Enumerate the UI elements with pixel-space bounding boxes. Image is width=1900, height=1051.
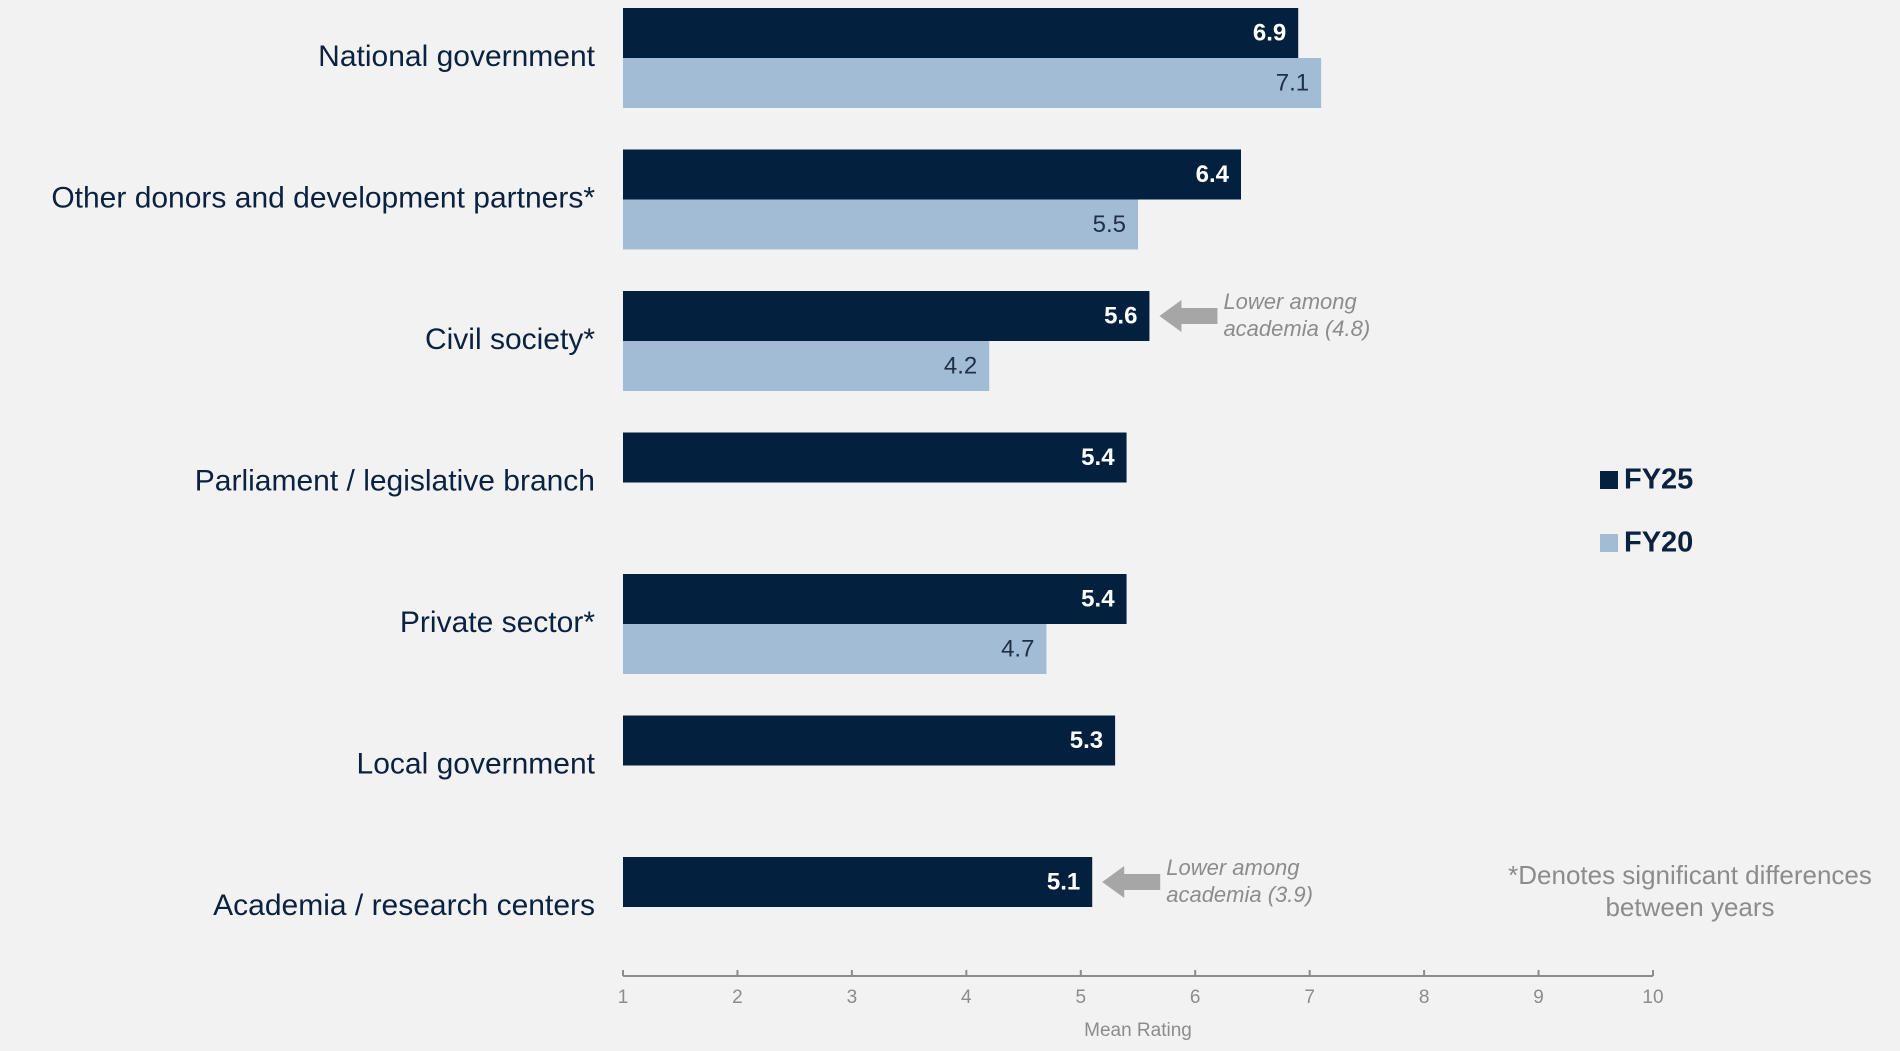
x-tick-label: 2: [732, 987, 743, 1008]
bar-fy25: [623, 432, 1127, 483]
data-label-fy20: 7.1: [1276, 69, 1309, 96]
data-label-fy25: 6.9: [1253, 19, 1286, 46]
category-label: Local government: [357, 747, 596, 780]
category-label: Academia / research centers: [213, 889, 595, 922]
category-label: Parliament / legislative branch: [195, 464, 595, 497]
annotation-text: academia (3.9): [1166, 882, 1313, 907]
footnote-text: *Denotes significant differences: [1508, 860, 1872, 890]
bar-fy25: [623, 857, 1093, 907]
x-tick-label: 10: [1642, 987, 1663, 1008]
bar-fy25: [623, 574, 1127, 624]
x-tick-label: 1: [618, 987, 629, 1008]
data-label-fy25: 5.1: [1047, 868, 1080, 895]
legend-swatch: [1600, 471, 1618, 489]
legend-label: FY25: [1624, 464, 1693, 496]
footnote-text: between years: [1605, 892, 1774, 922]
bar-fy20: [623, 624, 1047, 674]
annotation-text: Lower among: [1166, 855, 1300, 880]
data-label-fy25: 5.4: [1081, 585, 1115, 612]
data-label-fy20: 4.7: [1001, 635, 1034, 662]
bar-fy25: [623, 149, 1241, 200]
annotation-arrow: [1159, 300, 1218, 332]
x-tick-label: 7: [1304, 987, 1315, 1008]
bar-fy25: [623, 8, 1299, 58]
category-label: Other donors and development partners*: [51, 181, 595, 214]
category-label: National government: [318, 40, 595, 73]
x-tick-label: 6: [1190, 987, 1201, 1008]
bar-fy20: [623, 58, 1322, 108]
x-tick-label: 9: [1533, 987, 1544, 1008]
bar-fy25: [623, 291, 1150, 341]
data-label-fy20: 4.2: [944, 352, 977, 379]
x-tick-label: 8: [1419, 987, 1430, 1008]
category-label: Private sector*: [400, 606, 595, 639]
data-label-fy25: 5.3: [1070, 727, 1103, 754]
data-label-fy25: 6.4: [1196, 161, 1230, 188]
legend-swatch: [1600, 534, 1618, 552]
annotation-arrow: [1102, 866, 1161, 898]
x-tick-label: 4: [961, 987, 972, 1008]
annotation-text: academia (4.8): [1223, 316, 1370, 341]
bar-fy20: [623, 341, 990, 391]
x-axis-label: Mean Rating: [1084, 1020, 1192, 1041]
bar-fy20: [623, 199, 1138, 250]
category-label: Civil society*: [425, 323, 595, 356]
data-label-fy25: 5.6: [1104, 302, 1137, 329]
legend-label: FY20: [1624, 527, 1693, 559]
x-tick-label: 3: [847, 987, 858, 1008]
bar-fy25: [623, 715, 1116, 766]
x-tick-label: 5: [1075, 987, 1086, 1008]
annotation-text: Lower among: [1223, 289, 1357, 314]
data-label-fy20: 5.5: [1093, 211, 1126, 238]
data-label-fy25: 5.4: [1081, 444, 1115, 471]
